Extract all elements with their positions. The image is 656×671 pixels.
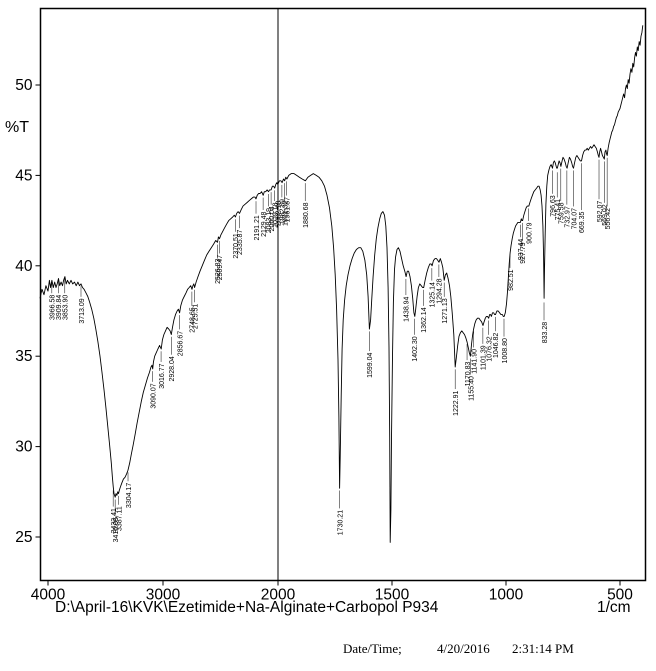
svg-text:25: 25 (15, 529, 32, 546)
file-path-title: D:\April-16\KVK\Ezetimide+Na-Alginate+Ca… (55, 599, 439, 616)
svg-text:775.41: 775.41 (555, 199, 562, 221)
datetime-time: 2:31:14 PM (512, 641, 574, 656)
svg-text:3853.90: 3853.90 (63, 295, 70, 320)
svg-text:1294.28: 1294.28 (437, 278, 444, 303)
svg-text:2002.18: 2002.18 (276, 201, 283, 226)
svg-text:900.79: 900.79 (526, 222, 533, 244)
svg-text:569.02: 569.02 (602, 204, 609, 226)
svg-text:2335.87: 2335.87 (237, 230, 244, 255)
svg-text:3016.77: 3016.77 (159, 363, 166, 388)
svg-text:1271.13: 1271.13 (442, 298, 449, 323)
svg-text:1155.40: 1155.40 (468, 376, 475, 401)
svg-text:3090.07: 3090.07 (150, 383, 157, 408)
svg-text:732.97: 732.97 (565, 206, 572, 228)
svg-text:1982.89: 1982.89 (280, 199, 287, 224)
svg-text:556.42: 556.42 (605, 208, 612, 230)
x-axis-unit-label: 1/cm (597, 599, 631, 616)
svg-text:2129.48: 2129.48 (261, 211, 268, 236)
datetime-date: 4/20/2016 (437, 641, 490, 656)
svg-text:1101.39: 1101.39 (481, 345, 488, 370)
svg-text:1730.21: 1730.21 (337, 510, 344, 535)
svg-text:1325.14: 1325.14 (430, 282, 437, 307)
svg-text:1500: 1500 (375, 587, 410, 604)
svg-text:3433.41: 3433.41 (111, 508, 118, 533)
svg-text:3909.84: 3909.84 (56, 295, 63, 320)
svg-text:927.79: 927.79 (520, 242, 527, 264)
svg-text:1961.87: 1961.87 (284, 197, 291, 222)
svg-text:2526.83: 2526.83 (215, 258, 222, 283)
svg-text:2191.21: 2191.21 (254, 215, 261, 240)
svg-text:2370.51: 2370.51 (233, 233, 240, 258)
svg-text:796.63: 796.63 (550, 195, 557, 217)
svg-text:3416.05: 3416.05 (113, 517, 120, 542)
svg-text:1880.68: 1880.68 (303, 202, 310, 227)
svg-text:982.51: 982.51 (508, 269, 515, 291)
svg-text:1141.90: 1141.90 (471, 349, 478, 374)
svg-text:1971.32: 1971.32 (282, 201, 289, 226)
svg-text:3387.11: 3387.11 (116, 506, 123, 531)
y-axis-unit-label: %T (5, 119, 29, 136)
svg-text:1008.80: 1008.80 (502, 338, 509, 363)
title-row: D:\April-16\KVK\Ezetimide+Na-Alginate+Ca… (0, 599, 656, 619)
svg-text:3000: 3000 (146, 587, 181, 604)
svg-text:1222.91: 1222.91 (453, 390, 460, 415)
svg-text:1170.83: 1170.83 (465, 362, 472, 387)
svg-text:3966.58: 3966.58 (50, 295, 57, 320)
datetime-label: Date/Time; (343, 641, 402, 656)
svg-text:759.58: 759.58 (559, 202, 566, 224)
svg-text:2509.47: 2509.47 (217, 255, 224, 280)
svg-text:1599.04: 1599.04 (367, 352, 374, 377)
svg-text:669.35: 669.35 (579, 211, 586, 233)
svg-text:2029.18: 2029.18 (272, 202, 279, 227)
svg-text:2928.04: 2928.04 (169, 356, 176, 381)
svg-text:3713.09: 3713.09 (79, 298, 86, 323)
svg-text:1402.30: 1402.30 (412, 336, 419, 361)
svg-text:937.44: 937.44 (518, 239, 525, 261)
svg-text:2856.67: 2856.67 (177, 331, 184, 356)
svg-text:2060.04: 2060.04 (269, 206, 276, 231)
svg-text:35: 35 (15, 348, 32, 365)
svg-text:3304.17: 3304.17 (126, 483, 133, 508)
svg-text:40: 40 (15, 258, 33, 275)
svg-text:45: 45 (15, 167, 32, 184)
svg-text:50: 50 (15, 77, 33, 94)
svg-text:1438.94: 1438.94 (404, 296, 411, 321)
svg-text:500: 500 (607, 587, 633, 604)
svg-text:30: 30 (15, 439, 33, 456)
svg-text:2725.51: 2725.51 (192, 304, 199, 329)
svg-text:2748.65: 2748.65 (190, 307, 197, 332)
svg-text:592.07: 592.07 (597, 201, 604, 223)
svg-text:704.07: 704.07 (571, 208, 578, 230)
svg-text:1076.32: 1076.32 (486, 336, 493, 361)
svg-text:1362.14: 1362.14 (421, 307, 428, 332)
svg-text:4000: 4000 (31, 587, 66, 604)
svg-text:833.28: 833.28 (542, 322, 549, 344)
svg-text:2000: 2000 (261, 587, 296, 604)
svg-text:1046.82: 1046.82 (493, 333, 500, 358)
svg-text:1000: 1000 (489, 587, 524, 604)
svg-text:2083.19: 2083.19 (266, 208, 273, 233)
